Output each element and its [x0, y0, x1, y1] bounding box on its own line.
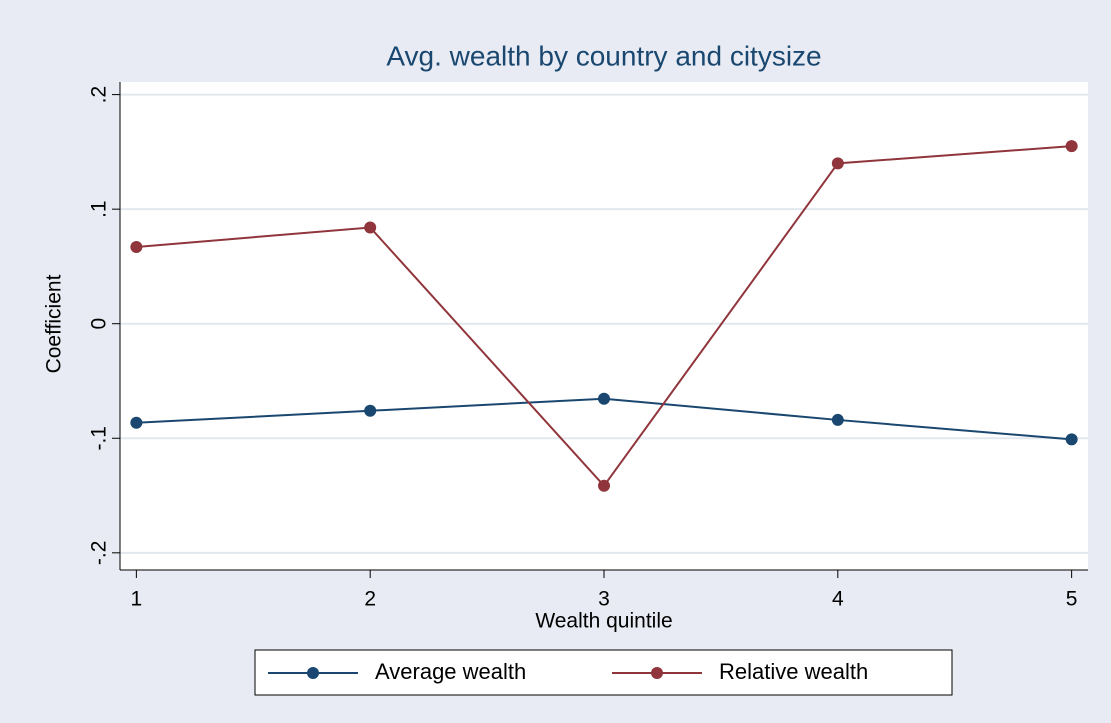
data-point — [364, 221, 377, 234]
data-point — [364, 404, 377, 417]
x-tick-label: 2 — [364, 588, 376, 611]
y-tick-label: -.1 — [88, 426, 111, 451]
x-tick-label: 4 — [832, 588, 844, 611]
x-tick-label: 1 — [131, 588, 143, 611]
legend-label: Average wealth — [375, 659, 526, 684]
data-point — [831, 157, 844, 170]
legend — [254, 649, 953, 696]
data-point — [130, 416, 143, 429]
data-point — [1065, 433, 1078, 446]
legend-marker — [307, 667, 319, 679]
data-point — [130, 240, 143, 253]
data-point — [598, 479, 610, 492]
data-point — [1065, 140, 1078, 153]
y-axis-title: Coefficient — [43, 274, 66, 373]
y-tick-label: .1 — [88, 200, 111, 218]
y-tick-label: .2 — [88, 86, 111, 104]
legend-marker — [651, 667, 663, 679]
legend-label: Relative wealth — [719, 659, 868, 684]
chart-title: Avg. wealth by country and citysize — [386, 40, 821, 71]
data-point — [831, 413, 844, 426]
data-point — [598, 392, 610, 405]
x-tick-label: 3 — [598, 588, 610, 611]
y-tick-label: -.2 — [88, 541, 111, 566]
y-tick-label: 0 — [88, 318, 111, 330]
x-axis-title: Wealth quintile — [535, 610, 672, 633]
x-tick-label: 5 — [1066, 588, 1078, 611]
